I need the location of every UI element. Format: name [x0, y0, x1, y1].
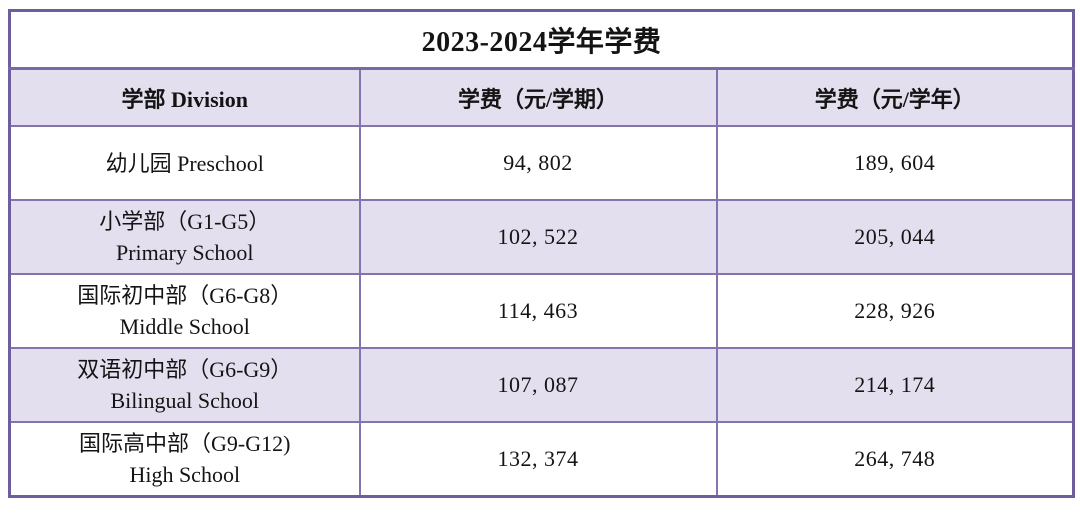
- tuition-table-container: 2023-2024学年学费 学部 Division 学费（元/学期） 学费（元/…: [8, 9, 1076, 498]
- fee-per-term: 94, 802: [358, 125, 718, 201]
- division-name-zh: 双语初中部（G6-G9）: [77, 357, 293, 382]
- header-fee-per-year: 学费（元/学年）: [715, 67, 1075, 127]
- fee-per-term: 114, 463: [358, 273, 718, 349]
- fee-per-term: 107, 087: [358, 347, 718, 423]
- division-name-zh: 国际高中部（G9-G12): [79, 431, 291, 456]
- table-row-high-school: 国际高中部（G9-G12) High School 132, 374 264, …: [8, 421, 1075, 498]
- division-name-zh: 国际初中部（G6-G8）: [77, 283, 293, 308]
- division-name: 幼儿园 Preschool: [105, 150, 264, 176]
- table-title-row: 2023-2024学年学费: [8, 9, 1075, 70]
- tuition-table: 2023-2024学年学费 学部 Division 学费（元/学期） 学费（元/…: [8, 9, 1076, 498]
- fee-per-year: 264, 748: [715, 421, 1075, 498]
- division-cell: 国际初中部（G6-G8） Middle School: [8, 273, 361, 349]
- division-name-en: Bilingual School: [110, 388, 260, 413]
- fee-per-year: 205, 044: [715, 199, 1075, 275]
- table-row-middle-school: 国际初中部（G6-G8） Middle School 114, 463 228,…: [8, 273, 1075, 349]
- fee-per-year: 228, 926: [715, 273, 1075, 349]
- table-row-primary-school: 小学部（G1-G5） Primary School 102, 522 205, …: [8, 199, 1075, 275]
- table-row-preschool: 幼儿园 Preschool 94, 802 189, 604: [8, 125, 1075, 201]
- division-cell: 国际高中部（G9-G12) High School: [8, 421, 361, 498]
- division-cell: 小学部（G1-G5） Primary School: [8, 199, 361, 275]
- division-name-zh: 小学部（G1-G5）: [99, 209, 271, 234]
- fee-per-term: 132, 374: [358, 421, 718, 498]
- division-cell: 幼儿园 Preschool: [8, 125, 361, 201]
- header-division: 学部 Division: [8, 67, 361, 127]
- division-name-en: High School: [129, 462, 241, 487]
- division-name-en: Middle School: [119, 314, 250, 339]
- fee-per-year: 214, 174: [715, 347, 1075, 423]
- header-fee-per-term: 学费（元/学期）: [358, 67, 718, 127]
- table-header-row: 学部 Division 学费（元/学期） 学费（元/学年）: [8, 67, 1075, 127]
- fee-per-year: 189, 604: [715, 125, 1075, 201]
- division-name-en: Primary School: [116, 240, 254, 265]
- table-row-bilingual-school: 双语初中部（G6-G9） Bilingual School 107, 087 2…: [8, 347, 1075, 423]
- division-cell: 双语初中部（G6-G9） Bilingual School: [8, 347, 361, 423]
- fee-per-term: 102, 522: [358, 199, 718, 275]
- table-title: 2023-2024学年学费: [8, 9, 1075, 70]
